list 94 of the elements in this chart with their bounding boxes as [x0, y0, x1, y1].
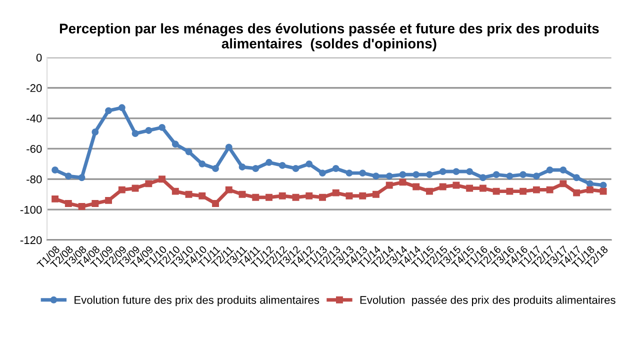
point [158, 176, 166, 183]
point [306, 192, 313, 200]
point [426, 188, 433, 195]
point [105, 196, 112, 204]
point [105, 107, 112, 114]
point [238, 164, 246, 170]
point [520, 171, 527, 178]
point [372, 190, 380, 198]
y-tick-label: 0 [36, 54, 42, 62]
point [292, 165, 300, 172]
point [532, 172, 540, 180]
point [492, 188, 500, 195]
point [212, 165, 219, 172]
point [52, 195, 59, 202]
point [573, 174, 580, 182]
point [560, 180, 567, 188]
point [386, 172, 393, 180]
point [145, 180, 152, 188]
point [466, 184, 474, 192]
point [118, 104, 126, 112]
point [386, 182, 393, 189]
point [560, 166, 567, 174]
point [586, 180, 594, 188]
point [252, 194, 260, 201]
point [266, 194, 272, 201]
point [132, 130, 139, 137]
point [586, 186, 594, 194]
point [426, 171, 433, 178]
point [332, 189, 340, 196]
point [359, 170, 366, 177]
point [319, 170, 326, 177]
point [145, 126, 152, 134]
point [466, 168, 474, 176]
point [225, 186, 232, 194]
y-tick-label: -100 [20, 206, 42, 214]
point [452, 182, 460, 189]
y-tick-label: -120 [20, 236, 42, 244]
point [372, 172, 380, 180]
point [359, 192, 366, 200]
point [332, 165, 340, 172]
point [399, 171, 406, 178]
point [278, 162, 286, 169]
point [346, 170, 353, 177]
point [185, 190, 192, 198]
point [292, 194, 300, 201]
point [92, 200, 99, 207]
point [52, 166, 59, 174]
point [546, 186, 554, 194]
point [92, 128, 99, 136]
point [346, 192, 353, 200]
point [399, 178, 406, 186]
point [306, 160, 313, 168]
point [532, 186, 540, 194]
point [78, 203, 86, 210]
point [132, 184, 139, 192]
point [198, 160, 206, 168]
point [412, 183, 420, 190]
point [78, 174, 86, 182]
chart-title: Perception par les ménages des évolutions passée et future des prix des produits alimentaires (soldes d'opinions) [60, 23, 599, 52]
point [412, 171, 420, 178]
point [266, 158, 272, 166]
point [252, 165, 260, 172]
point [600, 182, 607, 189]
point [198, 192, 206, 200]
point [64, 200, 72, 207]
y-tick-label: -80 [26, 175, 42, 184]
point [492, 171, 500, 178]
point [479, 174, 486, 182]
point [520, 188, 527, 195]
y-tick-label: -40 [26, 114, 42, 122]
y-tick-label: -20 [26, 84, 42, 92]
point [172, 140, 179, 148]
point [546, 166, 554, 174]
point [439, 183, 446, 190]
point [172, 188, 179, 195]
point [238, 190, 246, 198]
point [439, 168, 446, 176]
point [600, 188, 607, 195]
point [452, 168, 460, 176]
y-tick-label: -60 [26, 144, 42, 153]
point [479, 184, 486, 192]
point [225, 144, 232, 151]
point [278, 192, 286, 200]
point [118, 186, 126, 194]
point [212, 200, 219, 207]
point [158, 124, 166, 131]
point [506, 188, 514, 195]
point [573, 189, 580, 196]
legend-label: Evolution passée des prix des produits alimentaires [360, 296, 616, 306]
legend-label: Evolution future des prix des produits alimentaires [74, 296, 320, 306]
point [64, 172, 72, 180]
point [506, 172, 514, 180]
point [319, 194, 326, 201]
point [185, 148, 192, 156]
